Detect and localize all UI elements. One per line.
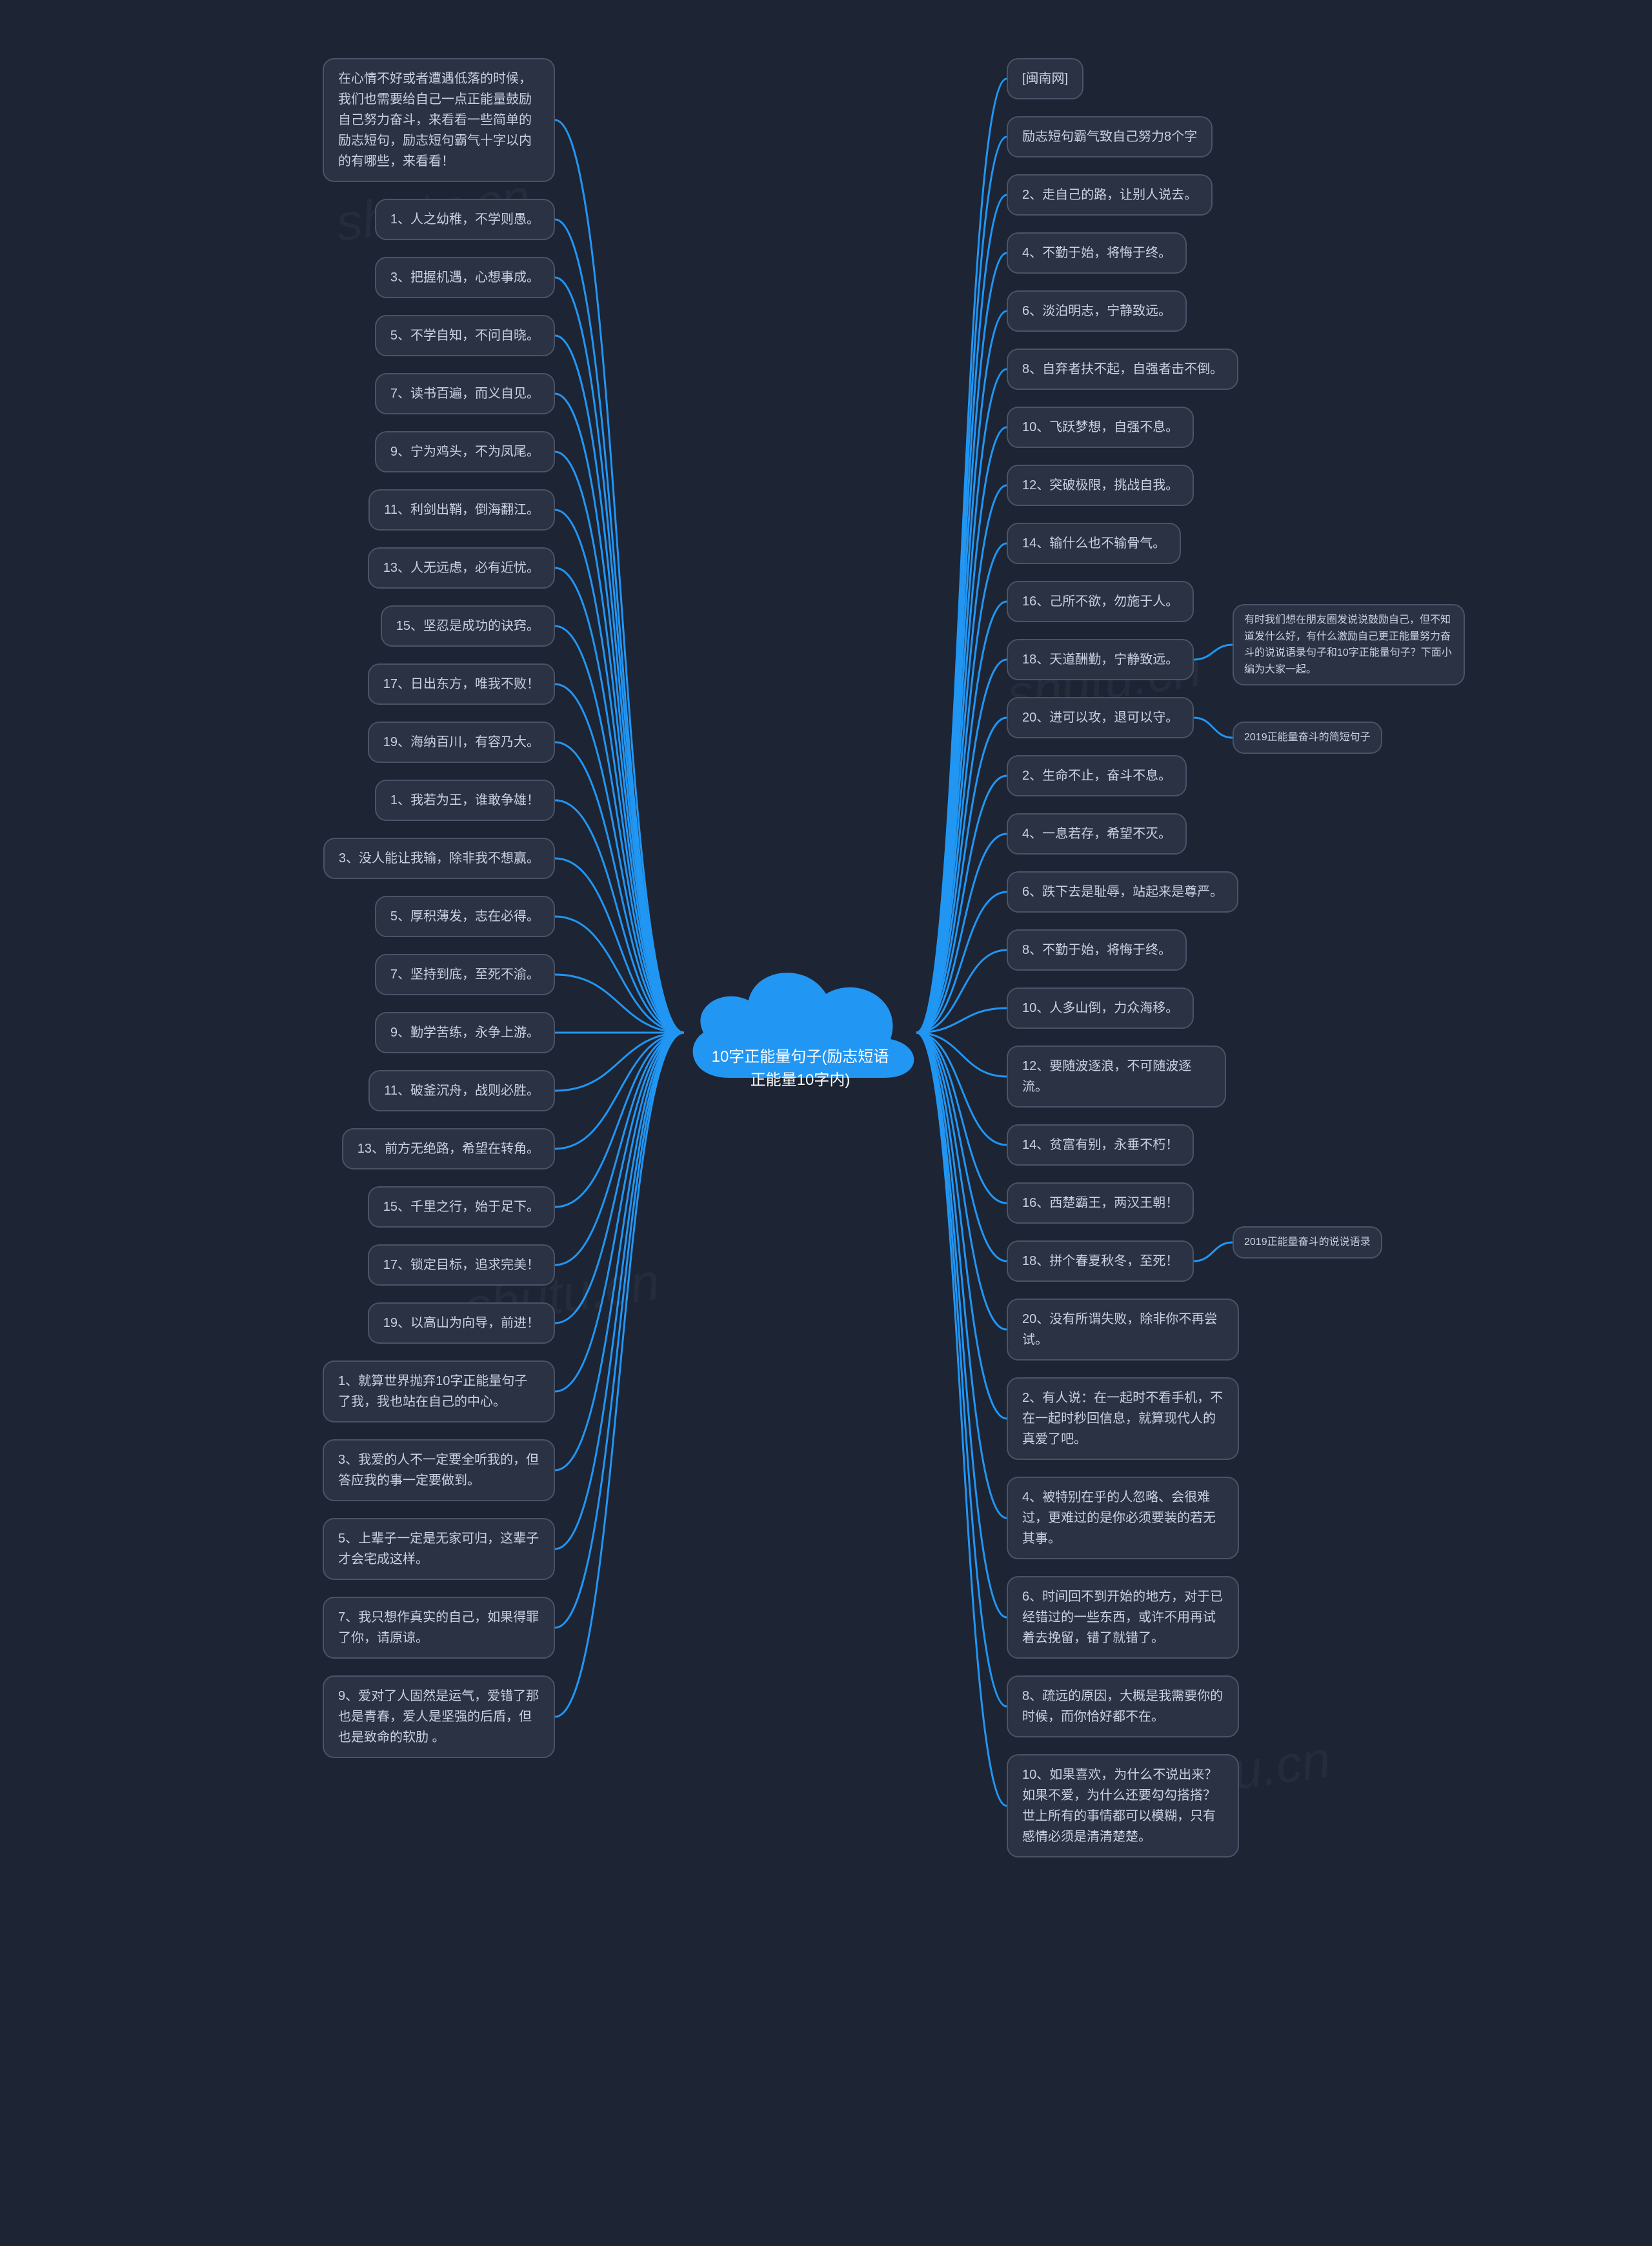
- left-node: 9、爱对了人固然是运气，爱错了那也是青春，爱人是坚强的后盾，但也是致命的软肋 。: [323, 1675, 555, 1758]
- left-node: 7、我只想作真实的自己，如果得罪了你，请原谅。: [323, 1597, 555, 1659]
- right-node: 12、突破极限，挑战自我。: [1007, 465, 1194, 506]
- right-node: 10、飞跃梦想，自强不息。: [1007, 407, 1194, 448]
- center-node: 10字正能量句子(励志短语 正能量10字内): [671, 949, 929, 1117]
- right-node: 2019正能量奋斗的说说语录: [1233, 1226, 1382, 1259]
- right-node: 12、要随波逐浪，不可随波逐流。: [1007, 1046, 1226, 1108]
- left-node: 1、我若为王，谁敢争雄！: [375, 780, 555, 821]
- right-node: 有时我们想在朋友圈发说说鼓励自己，但不知道发什么好，有什么激励自己更正能量努力奋…: [1233, 604, 1465, 685]
- right-node: 20、没有所谓失败，除非你不再尝试。: [1007, 1299, 1239, 1361]
- left-node: 5、不学自知，不问自晓。: [375, 315, 555, 356]
- left-node: 15、坚忍是成功的诀窍。: [381, 605, 555, 647]
- left-node: 19、海纳百川，有容乃大。: [368, 722, 555, 763]
- right-node: 14、贫富有别，永垂不朽！: [1007, 1124, 1194, 1166]
- right-node: 励志短句霸气致自己努力8个字: [1007, 116, 1213, 157]
- right-node: 10、如果喜欢，为什么不说出来？如果不爱，为什么还要勾勾搭搭？世上所有的事情都可…: [1007, 1754, 1239, 1857]
- left-node: 1、就算世界抛弃10字正能量句子了我，我也站在自己的中心。: [323, 1361, 555, 1422]
- left-node: 5、上辈子一定是无家可归，这辈子才会宅成这样。: [323, 1518, 555, 1580]
- right-node: 8、不勤于始，将悔于终。: [1007, 929, 1187, 971]
- center-title: 10字正能量句子(励志短语 正能量10字内): [671, 1046, 929, 1092]
- right-node: 10、人多山倒，力众海移。: [1007, 987, 1194, 1029]
- left-node: 11、破釜沉舟，战则必胜。: [368, 1070, 555, 1111]
- left-node: 17、锁定目标，追求完美！: [368, 1244, 555, 1286]
- right-node: 18、拼个春夏秋冬，至死！: [1007, 1240, 1194, 1282]
- left-node: 7、坚持到底，至死不渝。: [375, 954, 555, 995]
- center-title-line2: 正能量10字内): [710, 1069, 891, 1092]
- right-node: 2、有人说：在一起时不看手机，不在一起时秒回信息，就算现代人的真爱了吧。: [1007, 1377, 1239, 1460]
- right-node: 6、淡泊明志，宁静致远。: [1007, 290, 1187, 332]
- right-node: 16、西楚霸王，两汉王朝！: [1007, 1182, 1194, 1224]
- right-node: [闽南网]: [1007, 58, 1083, 99]
- left-node: 11、利剑出鞘，倒海翻江。: [368, 489, 555, 531]
- right-node: 2019正能量奋斗的简短句子: [1233, 722, 1382, 754]
- right-node: 2、生命不止，奋斗不息。: [1007, 755, 1187, 796]
- right-node: 4、一息若存，希望不灭。: [1007, 813, 1187, 855]
- left-node: 13、人无远虑，必有近忧。: [368, 547, 555, 589]
- left-node: 15、千里之行，始于足下。: [368, 1186, 555, 1228]
- left-node: 13、前方无绝路，希望在转角。: [342, 1128, 555, 1169]
- right-node: 16、己所不欲，勿施于人。: [1007, 581, 1194, 622]
- center-title-line1: 10字正能量句子(励志短语: [710, 1046, 891, 1069]
- right-node: 20、进可以攻，退可以守。: [1007, 697, 1194, 738]
- left-node: 5、厚积薄发，志在必得。: [375, 896, 555, 937]
- right-node: 8、自弃者扶不起，自强者击不倒。: [1007, 349, 1238, 390]
- left-node: 3、把握机遇，心想事成。: [375, 257, 555, 298]
- left-node: 17、日出东方，唯我不败！: [368, 663, 555, 705]
- right-node: 2、走自己的路，让别人说去。: [1007, 174, 1213, 216]
- left-node: 19、以高山为向导，前进！: [368, 1302, 555, 1344]
- connector-layer: [0, 0, 1652, 2246]
- left-node: 9、宁为鸡头，不为凤尾。: [375, 431, 555, 472]
- left-node: 9、勤学苦练，永争上游。: [375, 1012, 555, 1053]
- right-node: 14、输什么也不输骨气。: [1007, 523, 1181, 564]
- left-node: 3、没人能让我输，除非我不想赢。: [323, 838, 555, 879]
- left-node: 7、读书百遍，而义自见。: [375, 373, 555, 414]
- right-node: 8、疏远的原因，大概是我需要你的时候，而你恰好都不在。: [1007, 1675, 1239, 1737]
- left-node: 1、人之幼稚，不学则愚。: [375, 199, 555, 240]
- right-node: 4、不勤于始，将悔于终。: [1007, 232, 1187, 274]
- right-node: 6、时间回不到开始的地方，对于已经错过的一些东西，或许不用再试着去挽留，错了就错…: [1007, 1576, 1239, 1659]
- left-node: 3、我爱的人不一定要全听我的，但答应我的事一定要做到。: [323, 1439, 555, 1501]
- right-node: 18、天道酬勤，宁静致远。: [1007, 639, 1194, 680]
- left-node: 在心情不好或者遭遇低落的时候，我们也需要给自己一点正能量鼓励自己努力奋斗，来看看…: [323, 58, 555, 182]
- right-node: 4、被特别在乎的人忽略、会很难过，更难过的是你必须要装的若无其事。: [1007, 1477, 1239, 1559]
- right-node: 6、跌下去是耻辱，站起来是尊严。: [1007, 871, 1238, 913]
